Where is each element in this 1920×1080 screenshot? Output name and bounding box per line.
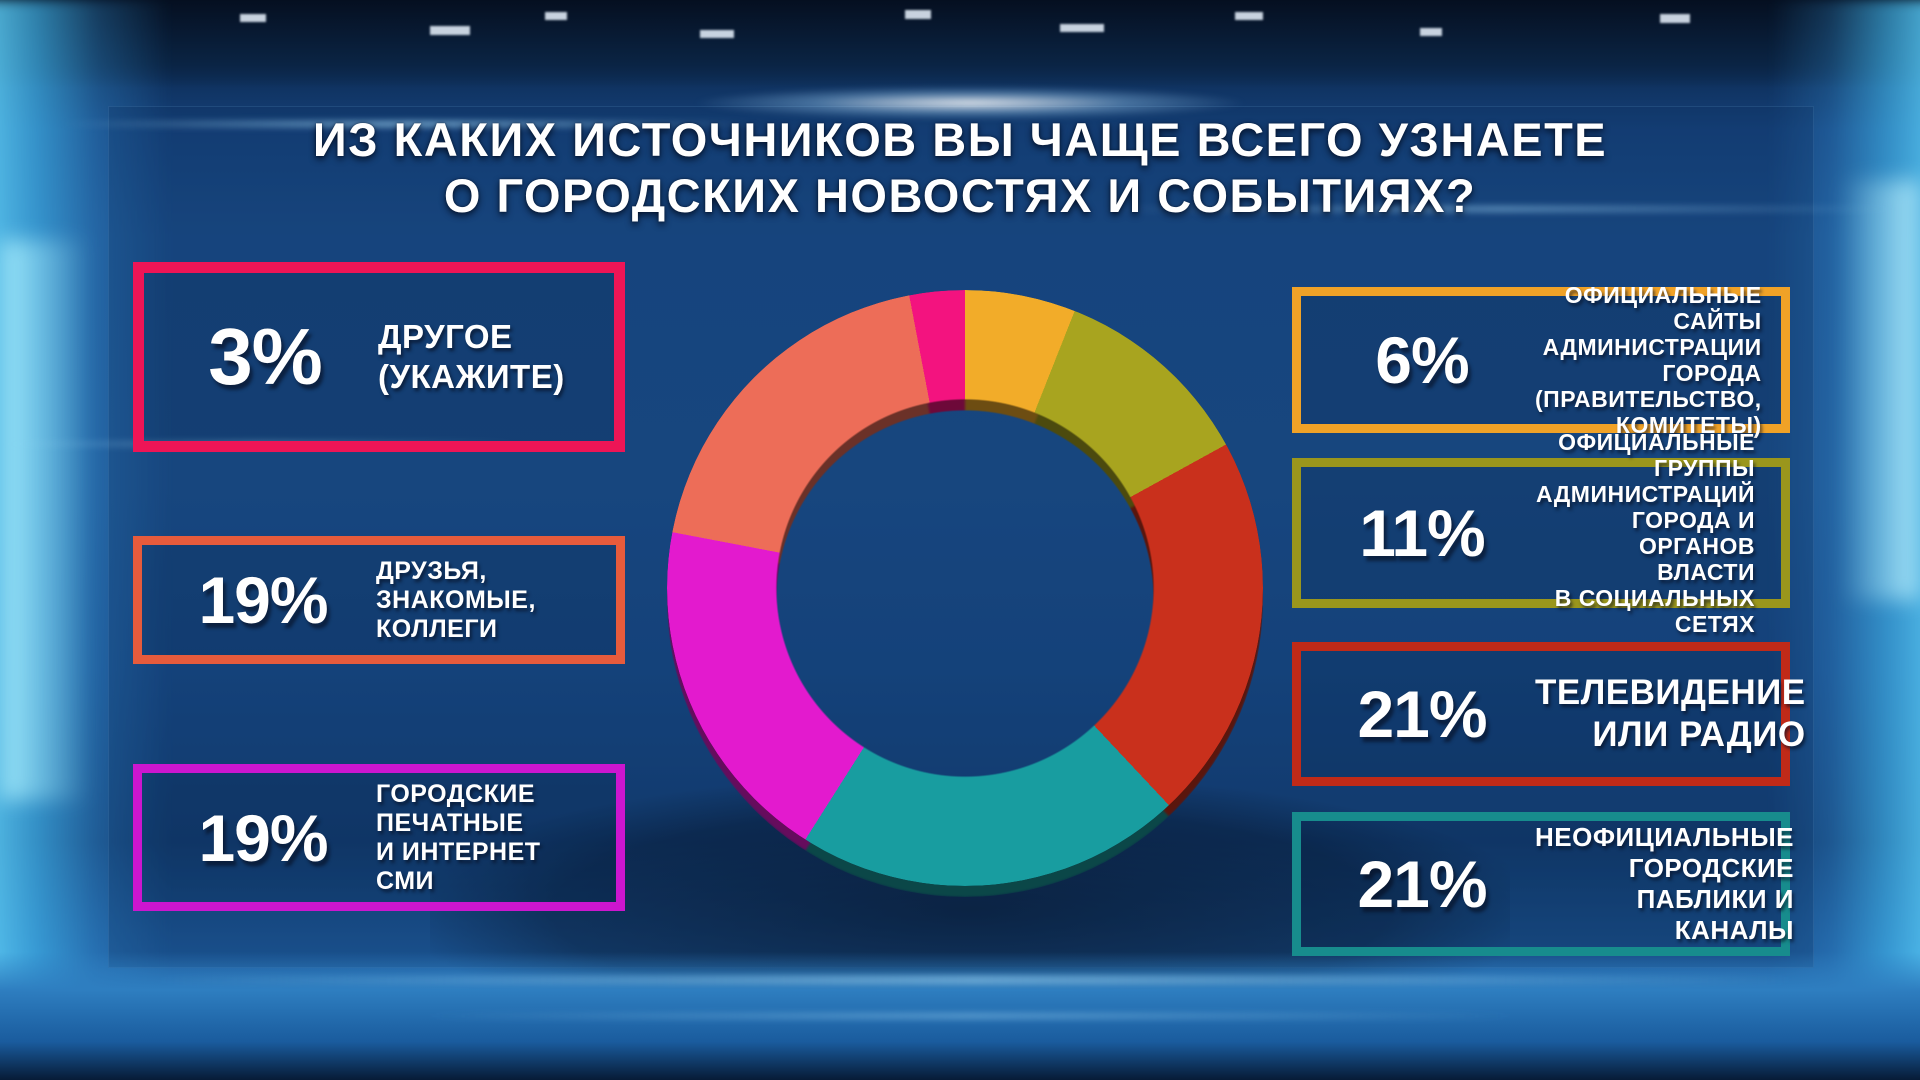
light-dot (1420, 28, 1442, 36)
stat-percent: 19% (198, 563, 328, 637)
stat-box-unofficial-publics: 21% НЕОФИЦИАЛЬНЫЕ ГОРОДСКИЕ ПАБЛИКИ И КА… (1292, 812, 1794, 956)
light-dot (1060, 24, 1104, 32)
light-dot (1235, 12, 1263, 20)
stat-label: ОФИЦИАЛЬНЫЕ ГРУППЫ АДМИНИСТРАЦИЙ ГОРОДА … (1535, 429, 1755, 637)
page-title: ИЗ КАКИХ ИСТОЧНИКОВ ВЫ ЧАЩЕ ВСЕГО УЗНАЕТ… (0, 112, 1920, 224)
stat-box-city-media: 19% ГОРОДСКИЕ ПЕЧАТНЫЕ И ИНТЕРНЕТ СМИ (133, 764, 625, 911)
stat-label: ДРУЗЬЯ, ЗНАКОМЫЕ, КОЛЛЕГИ (376, 556, 536, 643)
stat-box-friends: 19% ДРУЗЬЯ, ЗНАКОМЫЕ, КОЛЛЕГИ (133, 536, 625, 664)
light-dot (1500, 1060, 1530, 1067)
page-title-line2: О ГОРОДСКИХ НОВОСТЯХ И СОБЫТИЯХ? (443, 169, 1477, 222)
stat-box-official-groups: 11% ОФИЦИАЛЬНЫЕ ГРУППЫ АДМИНИСТРАЦИЙ ГОР… (1292, 429, 1790, 637)
background-streak (150, 975, 1800, 985)
background-glow-left-core (0, 240, 90, 800)
stat-label: ДРУГОЕ (УКАЖИТЕ) (378, 318, 565, 395)
stat-percent: 21% (1357, 677, 1487, 751)
stat-label: ТЕЛЕВИДЕНИЕ ИЛИ РАДИО (1535, 673, 1806, 754)
donut-ring (667, 290, 1263, 886)
stat-box-other: 3% ДРУГОЕ (УКАЖИТЕ) (133, 262, 625, 452)
light-dot (240, 14, 266, 22)
background-glow-right-core (1840, 180, 1920, 600)
page-title-line1: ИЗ КАКИХ ИСТОЧНИКОВ ВЫ ЧАЩЕ ВСЕГО УЗНАЕТ… (312, 113, 1608, 166)
stat-label: ОФИЦИАЛЬНЫЕ САЙТЫ АДМИНИСТРАЦИИ ГОРОДА (… (1535, 282, 1762, 438)
light-dot (700, 30, 734, 38)
background-top-band (0, 0, 1920, 88)
stat-percent: 11% (1359, 496, 1485, 570)
background-streak (420, 1012, 1520, 1020)
stat-percent: 21% (1357, 847, 1487, 921)
stat-percent: 3% (208, 312, 323, 401)
light-dot (430, 26, 470, 35)
light-dot (545, 12, 567, 20)
stat-box-tv-radio: 21% ТЕЛЕВИДЕНИЕ ИЛИ РАДИО (1292, 642, 1805, 786)
stat-label: ГОРОДСКИЕ ПЕЧАТНЫЕ И ИНТЕРНЕТ СМИ (376, 779, 541, 895)
stat-box-official-sites: 6% ОФИЦИАЛЬНЫЕ САЙТЫ АДМИНИСТРАЦИИ ГОРОД… (1292, 282, 1790, 438)
donut-chart (667, 290, 1263, 897)
stat-label: НЕОФИЦИАЛЬНЫЕ ГОРОДСКИЕ ПАБЛИКИ И КАНАЛЫ (1535, 822, 1794, 945)
light-dot (340, 1062, 366, 1069)
light-dot (905, 10, 931, 19)
stat-percent: 19% (198, 800, 328, 875)
stat-percent: 6% (1375, 323, 1469, 397)
light-dot (1660, 14, 1690, 23)
background-bottom-band (0, 952, 1920, 1080)
